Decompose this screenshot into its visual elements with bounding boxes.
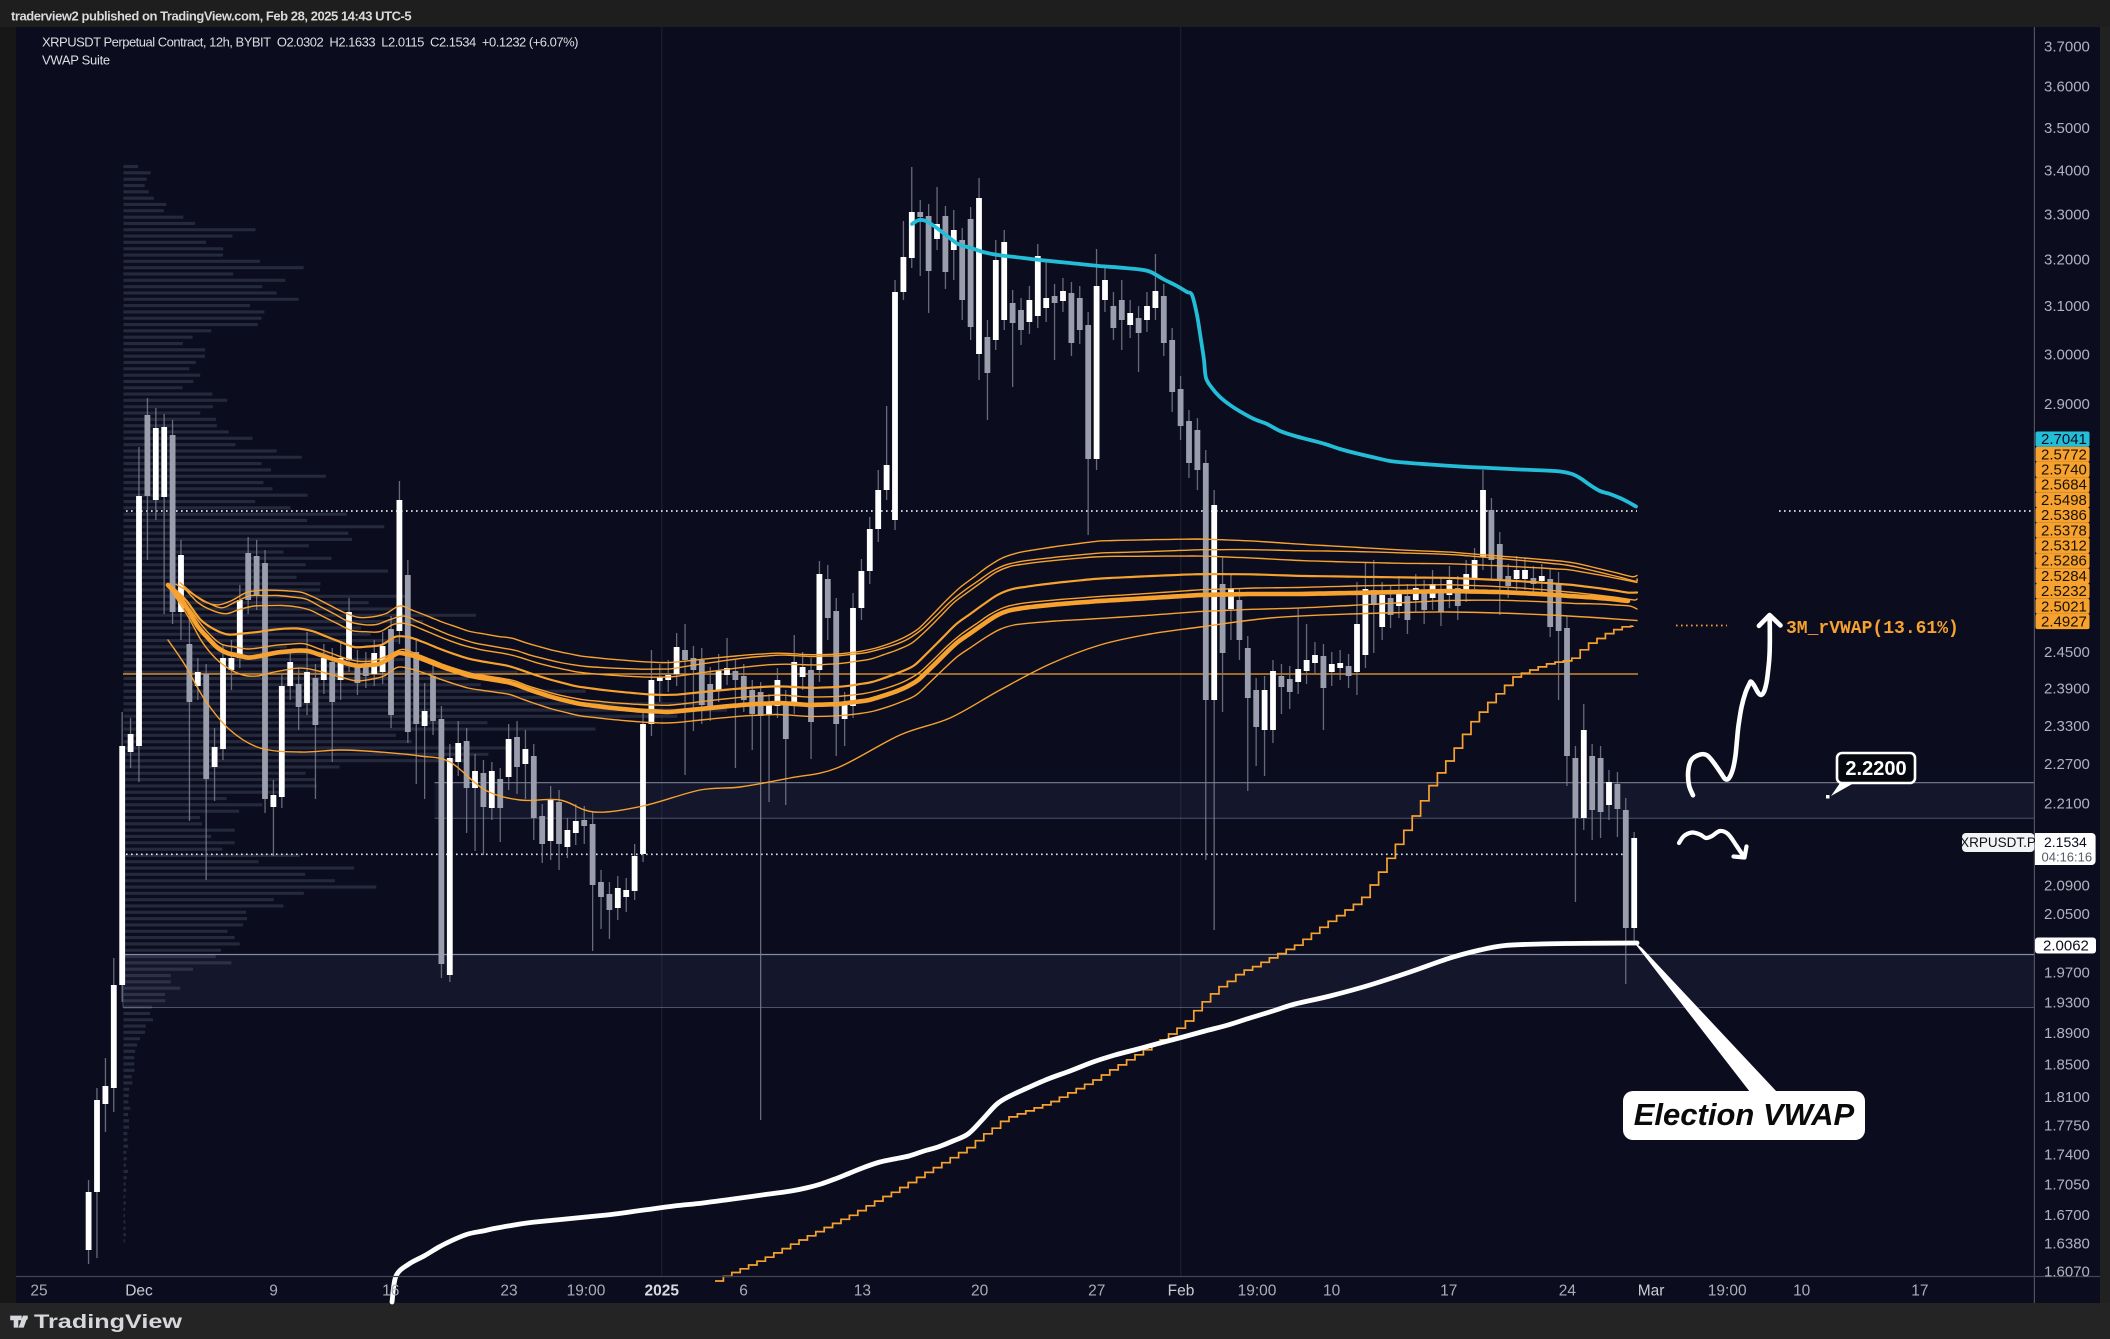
svg-text:2.5284: 2.5284 xyxy=(2041,568,2087,585)
svg-text:2.3900: 2.3900 xyxy=(2044,680,2090,697)
svg-text:2.5378: 2.5378 xyxy=(2041,522,2087,539)
svg-text:2.9000: 2.9000 xyxy=(2044,396,2090,413)
svg-text:2.5386: 2.5386 xyxy=(2041,507,2087,524)
svg-text:20: 20 xyxy=(971,1283,989,1300)
svg-text:Dec: Dec xyxy=(125,1283,153,1300)
svg-text:Election VWAP: Election VWAP xyxy=(1634,1097,1855,1132)
svg-text:3.1000: 3.1000 xyxy=(2044,298,2090,315)
svg-text:19:00: 19:00 xyxy=(567,1283,606,1300)
svg-text:2.2700: 2.2700 xyxy=(2044,756,2090,773)
svg-text:2.7041: 2.7041 xyxy=(2041,431,2087,448)
svg-text:24: 24 xyxy=(1559,1283,1577,1300)
svg-text:traderview2 published on Tradi: traderview2 published on TradingView.com… xyxy=(11,9,411,24)
svg-text:2.0500: 2.0500 xyxy=(2044,906,2090,923)
svg-text:23: 23 xyxy=(500,1283,517,1300)
svg-text:Mar: Mar xyxy=(1638,1283,1665,1300)
svg-text:10: 10 xyxy=(1793,1283,1811,1300)
svg-text:2.5772: 2.5772 xyxy=(2041,446,2087,463)
svg-text:2.5286: 2.5286 xyxy=(2041,553,2087,570)
svg-text:3M_rVWAP(13.61%): 3M_rVWAP(13.61%) xyxy=(1786,619,1959,639)
svg-text:VWAP Suite: VWAP Suite xyxy=(42,53,110,68)
svg-text:XRPUSDT Perpetual Contract, 12: XRPUSDT Perpetual Contract, 12h, BYBIT O… xyxy=(42,35,578,50)
svg-text:2.3300: 2.3300 xyxy=(2044,718,2090,735)
svg-text:19:00: 19:00 xyxy=(1238,1283,1277,1300)
svg-text:3.7000: 3.7000 xyxy=(2044,38,2090,55)
svg-text:2025: 2025 xyxy=(645,1283,680,1300)
svg-text:1.7750: 1.7750 xyxy=(2044,1118,2090,1135)
svg-text:3.0000: 3.0000 xyxy=(2044,346,2090,363)
svg-text:2.4500: 2.4500 xyxy=(2044,644,2090,661)
svg-text:2.5740: 2.5740 xyxy=(2041,462,2087,479)
svg-text:3.5000: 3.5000 xyxy=(2044,120,2090,137)
svg-text:XRPUSDT.P: XRPUSDT.P xyxy=(1960,835,2036,850)
svg-text:3.3000: 3.3000 xyxy=(2044,206,2090,223)
svg-text:17: 17 xyxy=(1911,1283,1928,1300)
svg-text:Feb: Feb xyxy=(1168,1283,1195,1300)
svg-text:2.0900: 2.0900 xyxy=(2044,878,2090,895)
svg-text:2.0062: 2.0062 xyxy=(2043,938,2089,955)
svg-text:1.6070: 1.6070 xyxy=(2044,1264,2090,1281)
svg-text:1.8500: 1.8500 xyxy=(2044,1057,2090,1074)
svg-text:04:16:16: 04:16:16 xyxy=(2042,850,2093,865)
svg-text:2.2100: 2.2100 xyxy=(2044,795,2090,812)
svg-text:10: 10 xyxy=(1323,1283,1341,1300)
svg-text:13: 13 xyxy=(854,1283,871,1300)
svg-text:1.6700: 1.6700 xyxy=(2044,1207,2090,1224)
svg-text:2.5684: 2.5684 xyxy=(2041,477,2087,494)
svg-text:6: 6 xyxy=(739,1283,748,1300)
svg-text:3.4000: 3.4000 xyxy=(2044,163,2090,180)
svg-text:1.9300: 1.9300 xyxy=(2044,995,2090,1012)
svg-text:27: 27 xyxy=(1088,1283,1105,1300)
svg-text:3.2000: 3.2000 xyxy=(2044,252,2090,269)
svg-text:1.8900: 1.8900 xyxy=(2044,1025,2090,1042)
svg-text:1.7400: 1.7400 xyxy=(2044,1147,2090,1164)
svg-text:17: 17 xyxy=(1440,1283,1457,1300)
svg-text:TradingView: TradingView xyxy=(34,1312,182,1333)
svg-text:2.5232: 2.5232 xyxy=(2041,583,2087,600)
svg-text:2.1534: 2.1534 xyxy=(2044,834,2087,850)
svg-text:9: 9 xyxy=(269,1283,278,1300)
svg-text:1.8100: 1.8100 xyxy=(2044,1089,2090,1106)
svg-text:2.5498: 2.5498 xyxy=(2041,492,2087,509)
svg-text:25: 25 xyxy=(30,1283,47,1300)
svg-text:2.4927: 2.4927 xyxy=(2041,614,2087,631)
svg-text:19:00: 19:00 xyxy=(1708,1283,1747,1300)
svg-text:2.2200: 2.2200 xyxy=(1845,758,1906,780)
svg-text:1.9700: 1.9700 xyxy=(2044,964,2090,981)
svg-text:16: 16 xyxy=(382,1283,399,1300)
svg-text:3.6000: 3.6000 xyxy=(2044,79,2090,96)
svg-text:2.5021: 2.5021 xyxy=(2041,598,2087,615)
svg-text:1.6380: 1.6380 xyxy=(2044,1236,2090,1253)
svg-text:1.7050: 1.7050 xyxy=(2044,1177,2090,1194)
svg-text:2.5312: 2.5312 xyxy=(2041,538,2087,555)
